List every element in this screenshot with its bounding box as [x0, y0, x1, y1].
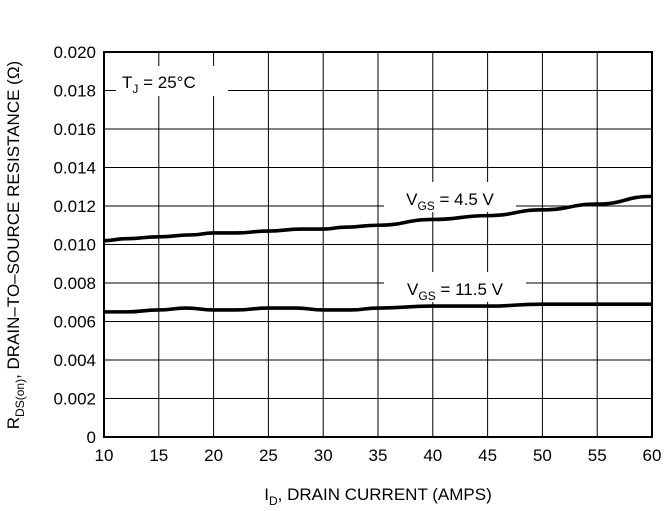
x-tick-label: 45: [478, 446, 497, 465]
tick-labels: 10 15 20 25 30 35 40 45 50 55 60 0 0.002 0.004 0.006 0.…: [53, 43, 661, 465]
y-tick-label: 0: [87, 428, 96, 447]
x-tick-label: 40: [423, 446, 442, 465]
y-tick-label: 0.020: [53, 43, 96, 62]
x-tick-label: 20: [204, 446, 223, 465]
series-labels: VGS = 4.5 V VGS = 11.5 V: [406, 190, 504, 303]
series-label: VGS = 11.5 V: [407, 280, 504, 303]
y-tick-label: 0.006: [53, 313, 96, 332]
x-tick-label: 10: [95, 446, 114, 465]
label-background: [116, 66, 228, 96]
x-tick-label: 25: [259, 446, 278, 465]
y-tick-label: 0.010: [53, 236, 96, 255]
y-axis-title: RDS(on), DRAIN–TO–SOURCE RESISTANCE (Ω): [4, 61, 27, 429]
series-label: VGS = 4.5 V: [406, 190, 494, 213]
x-tick-label: 50: [533, 446, 552, 465]
y-tick-label: 0.012: [53, 197, 96, 216]
grid: [103, 51, 653, 438]
y-tick-label: 0.018: [53, 82, 96, 101]
series-lines: [103, 194, 653, 314]
annotation: TJ = 25°C: [122, 73, 196, 96]
plot-frame-group: [103, 51, 653, 438]
axis-titles: ID, DRAIN CURRENT (AMPS) RDS(on), DRAIN–T…: [4, 61, 492, 508]
y-tick-label: 0.014: [53, 159, 96, 178]
x-tick-label: 35: [369, 446, 388, 465]
annotation-text: TJ = 25°C: [122, 73, 196, 96]
x-axis-title: ID, DRAIN CURRENT (AMPS): [264, 485, 492, 508]
label-background: [384, 182, 516, 212]
y-tick-label: 0.004: [53, 351, 96, 370]
x-tick-label: 15: [149, 446, 168, 465]
x-tick-label: 55: [588, 446, 607, 465]
x-tick-label: 30: [314, 446, 333, 465]
x-tick-label: 60: [643, 446, 662, 465]
y-tick-label: 0.008: [53, 274, 96, 293]
plot-frame: [103, 51, 653, 438]
y-tick-label: 0.002: [53, 390, 96, 409]
label-background: [384, 272, 526, 302]
series-line-0: [103, 194, 653, 243]
y-tick-label: 0.016: [53, 120, 96, 139]
series-line-1: [104, 302, 652, 314]
